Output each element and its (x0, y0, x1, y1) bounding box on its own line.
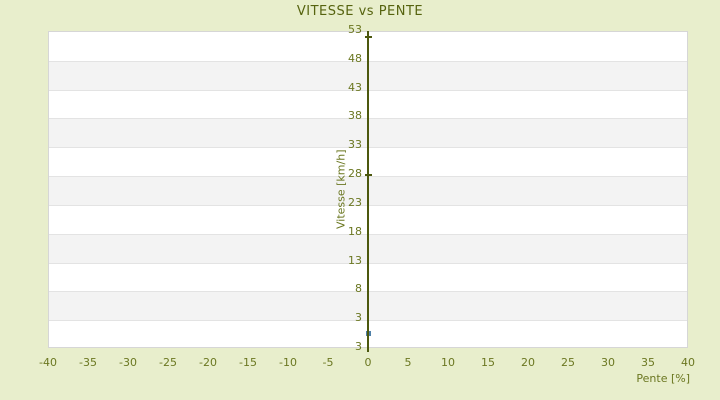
x-tick-label: -5 (322, 356, 334, 369)
y-tick-label: 3 (355, 311, 362, 325)
y-tick-label: 13 (348, 253, 362, 267)
y-tick-label: 18 (348, 224, 362, 238)
y-tick-label: 48 (348, 51, 362, 65)
x-tick-label: -15 (239, 356, 257, 369)
x-tick-label: -20 (199, 356, 217, 369)
x-tick-label: 10 (441, 356, 455, 369)
x-tick-label: 15 (481, 356, 495, 369)
x-tick-label: 5 (404, 356, 412, 369)
x-tick-label: -30 (119, 356, 137, 369)
x-tick-label: 30 (601, 356, 615, 369)
x-tick-label: -10 (279, 356, 297, 369)
y-tick-label: 28 (348, 167, 362, 181)
y-tick-label: 23 (348, 195, 362, 209)
y-tick-label: 8 (355, 282, 362, 296)
y-tick-label: 53 (348, 23, 362, 36)
y-axis-label: Vitesse [km/h] (334, 149, 348, 230)
x-tick-label: 40 (681, 356, 695, 369)
x-tick-label: 35 (641, 356, 655, 369)
y-tick-label: 43 (348, 80, 362, 94)
x-tick-label: 25 (561, 356, 575, 369)
y-tick-label: 3 (355, 340, 362, 353)
chart-title: VITESSE vs PENTE (296, 4, 424, 19)
x-axis-label: Pente [%] (636, 372, 690, 385)
x-tick-label: -25 (159, 356, 177, 369)
x-tick-label: 20 (521, 356, 535, 369)
y-tick-label: 33 (348, 138, 362, 152)
y-tick-label: 38 (348, 109, 362, 123)
x-tick-label: -35 (79, 356, 97, 369)
x-tick-label: 0 (364, 356, 372, 369)
x-tick-label: -40 (39, 356, 57, 369)
y-axis-line (367, 31, 369, 352)
